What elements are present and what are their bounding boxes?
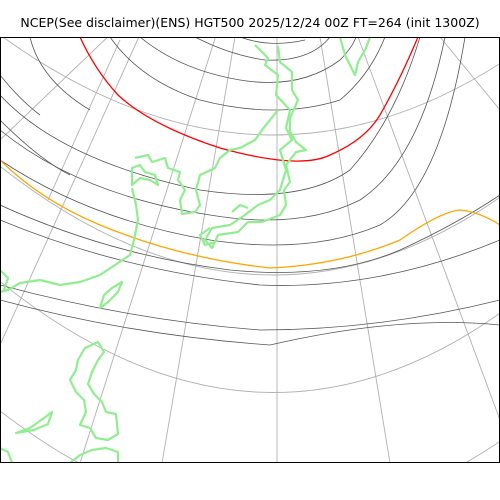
parallels	[0, 37, 500, 463]
map-frame	[0, 37, 500, 463]
contour-orange	[0, 159, 500, 269]
map-title: NCEP(See disclaimer)(ENS) HGT500 2025/12…	[20, 15, 480, 30]
coastlines	[0, 37, 372, 463]
height-contours	[0, 37, 500, 346]
meridians	[0, 37, 500, 463]
